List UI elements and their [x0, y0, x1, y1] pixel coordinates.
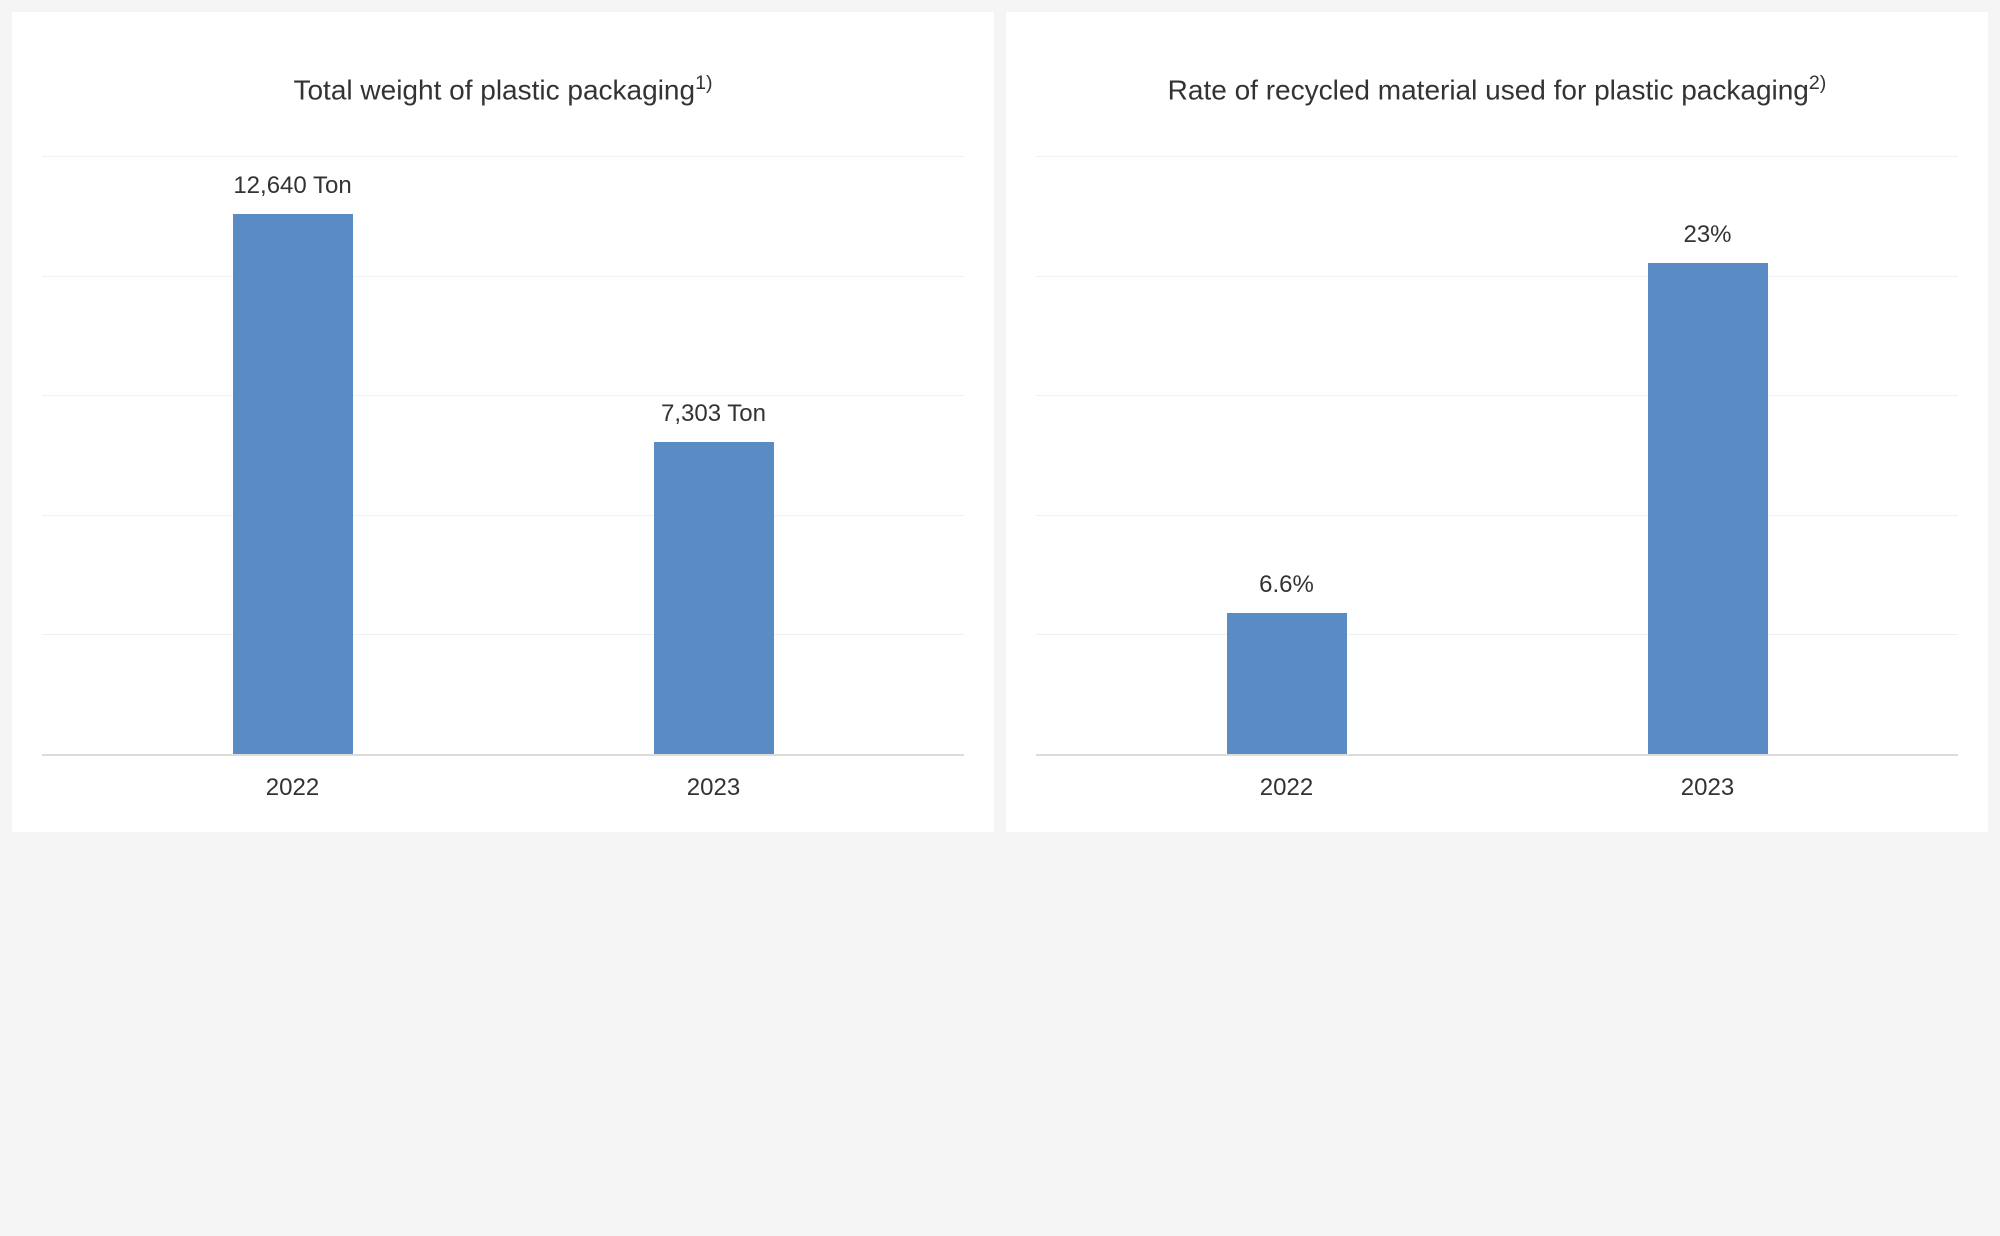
bar	[233, 214, 353, 754]
bar	[1227, 613, 1347, 754]
x-tick-label: 2023	[587, 774, 840, 802]
x-axis: 2022 2023	[42, 756, 964, 802]
x-tick-label: 2022	[166, 774, 419, 802]
x-tick-label: 2022	[1160, 774, 1413, 802]
bar-value-label: 7,303 Ton	[661, 400, 766, 428]
bar	[1648, 263, 1768, 754]
chart-title: Total weight of plastic packaging1)	[42, 72, 964, 106]
x-tick-label: 2023	[1581, 774, 1834, 802]
charts-container: Total weight of plastic packaging1) 12,6…	[12, 12, 1988, 832]
bar-group: 6.6%	[1160, 156, 1413, 754]
bar-group: 12,640 Ton	[166, 156, 419, 754]
bar	[654, 442, 774, 754]
chart-panel-rate: Rate of recycled material used for plast…	[1006, 12, 1988, 832]
chart-plot-area: 6.6% 23%	[1036, 156, 1958, 756]
bar-value-label: 12,640 Ton	[233, 172, 351, 200]
bar-value-label: 6.6%	[1259, 571, 1314, 599]
bar-group: 23%	[1581, 156, 1834, 754]
chart-plot-area: 12,640 Ton 7,303 Ton	[42, 156, 964, 756]
bar-value-label: 23%	[1683, 221, 1731, 249]
bar-group: 7,303 Ton	[587, 156, 840, 754]
chart-title: Rate of recycled material used for plast…	[1036, 72, 1958, 106]
chart-panel-weight: Total weight of plastic packaging1) 12,6…	[12, 12, 994, 832]
x-axis: 2022 2023	[1036, 756, 1958, 802]
